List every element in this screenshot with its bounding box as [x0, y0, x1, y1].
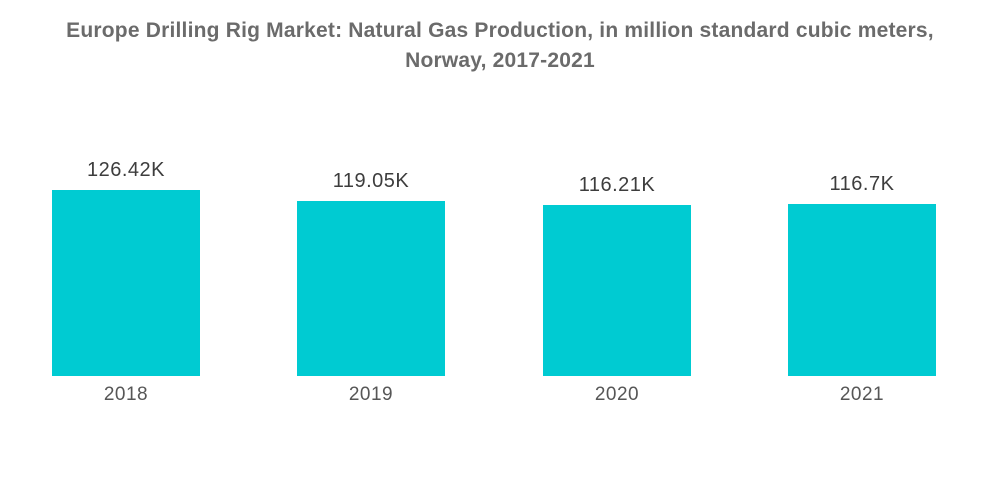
- bar-value-label: 126.42K: [86, 159, 165, 181]
- bar-group: 116.21K 2020: [543, 0, 691, 504]
- chart-title: Europe Drilling Rig Market: Natural Gas …: [0, 16, 1000, 76]
- bar: [297, 201, 445, 376]
- bar-group: 126.42K 2018: [52, 0, 200, 504]
- bar: [543, 205, 691, 376]
- bar-value-label: 119.05K: [332, 170, 410, 192]
- bar: [788, 204, 936, 376]
- bar-category-label: 2018: [103, 384, 149, 405]
- bar-category-label: 2019: [348, 384, 394, 405]
- bar-category-label: 2021: [839, 384, 885, 405]
- bar: [52, 190, 200, 376]
- bar-group: 119.05K 2019: [297, 0, 445, 504]
- bar-group: 116.7K 2021: [788, 0, 936, 504]
- bar-category-label: 2020: [594, 384, 640, 405]
- chart-title-line2: Norway, 2017-2021: [405, 49, 595, 72]
- bar-value-label: 116.7K: [829, 173, 895, 195]
- bar-value-label: 116.21K: [578, 174, 656, 196]
- chart-title-line1: Europe Drilling Rig Market: Natural Gas …: [66, 19, 934, 42]
